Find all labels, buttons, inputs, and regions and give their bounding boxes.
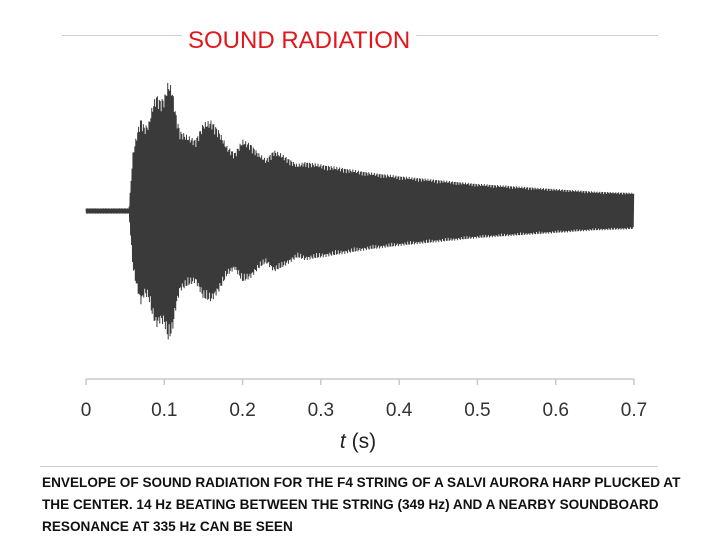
- x-tick-label: 0.5: [464, 400, 490, 421]
- x-tick-label: 0.2: [229, 400, 255, 421]
- x-tick-label: 0.6: [543, 400, 569, 421]
- bottom-divider: [40, 466, 658, 467]
- x-tick-label: 0: [81, 400, 92, 421]
- x-tick-label: 0.3: [308, 400, 334, 421]
- waveform-series: [85, 82, 635, 340]
- x-axis-label-var: t: [340, 430, 347, 453]
- x-tick-label: 0.4: [386, 400, 413, 421]
- x-axis-label: t (s): [340, 430, 376, 453]
- chart-title: SOUND RADIATION: [182, 26, 417, 56]
- x-axis-ticks: 0 0.1 0.2 0.3 0.4 0.5 0.6 0.7: [81, 379, 647, 421]
- figure-caption: ENVELOPE OF SOUND RADIATION FOR THE F4 S…: [42, 475, 681, 534]
- x-tick-label: 0.1: [151, 400, 177, 421]
- waveform-line: [85, 82, 635, 340]
- x-tick-label: 0.7: [621, 400, 647, 421]
- x-axis-label-unit: (s): [352, 430, 377, 453]
